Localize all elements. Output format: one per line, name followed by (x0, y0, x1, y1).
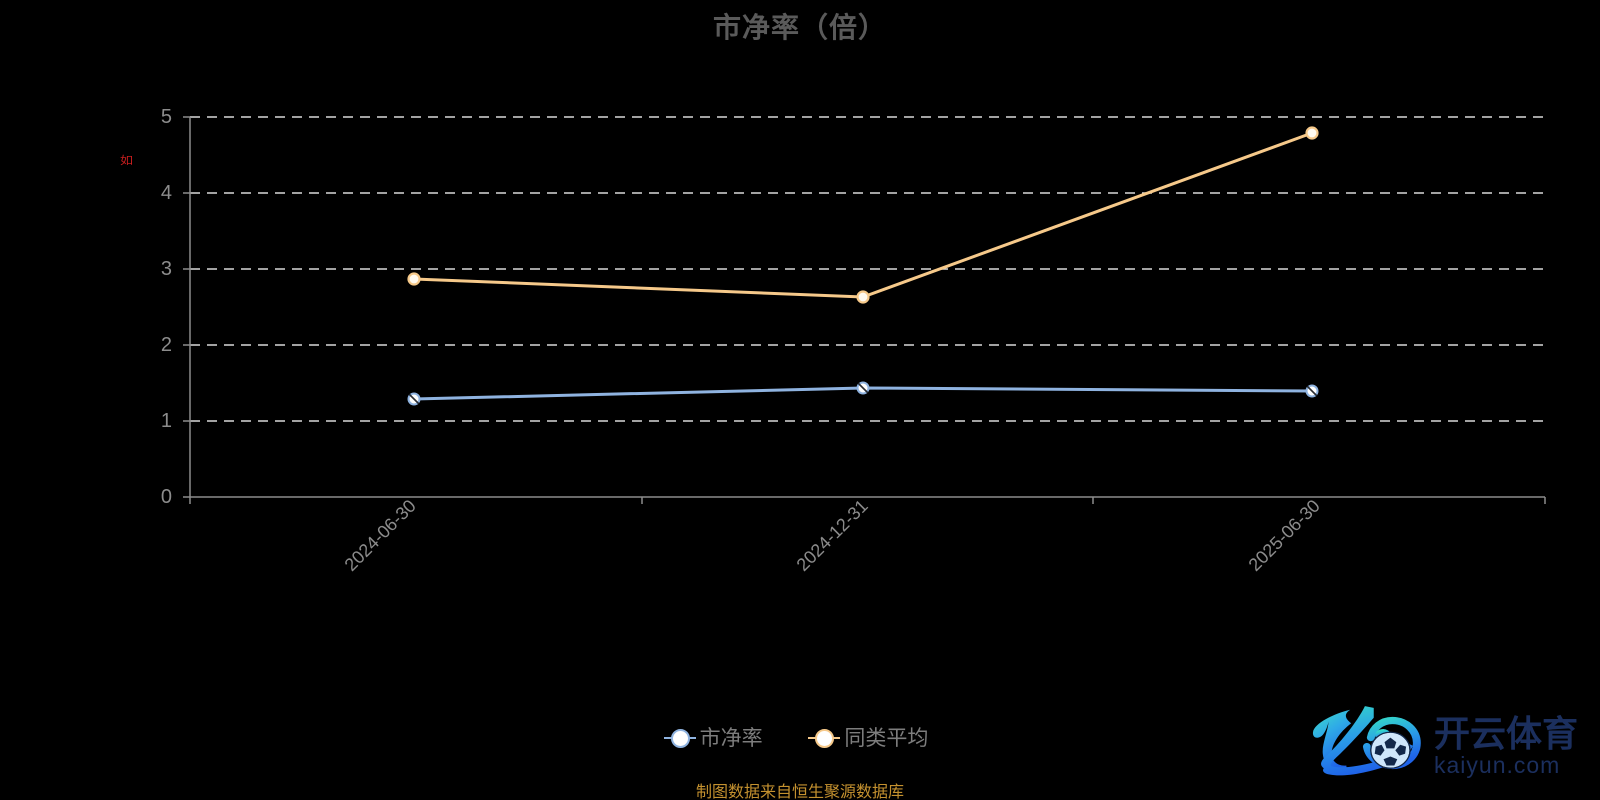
svg-text:开云体育: 开云体育 (1434, 713, 1578, 754)
svg-text:2025-06-30: 2025-06-30 (1245, 496, 1324, 575)
svg-text:2024-12-31: 2024-12-31 (793, 496, 872, 575)
svg-text:2: 2 (161, 334, 172, 356)
svg-text:0: 0 (161, 486, 172, 508)
svg-text:4: 4 (161, 182, 172, 204)
svg-text:5: 5 (161, 106, 172, 128)
svg-text:2024-06-30: 2024-06-30 (341, 496, 420, 575)
svg-text:3: 3 (161, 258, 172, 280)
svg-text:1: 1 (161, 410, 172, 432)
svg-text:kaiyun.com: kaiyun.com (1434, 752, 1560, 778)
